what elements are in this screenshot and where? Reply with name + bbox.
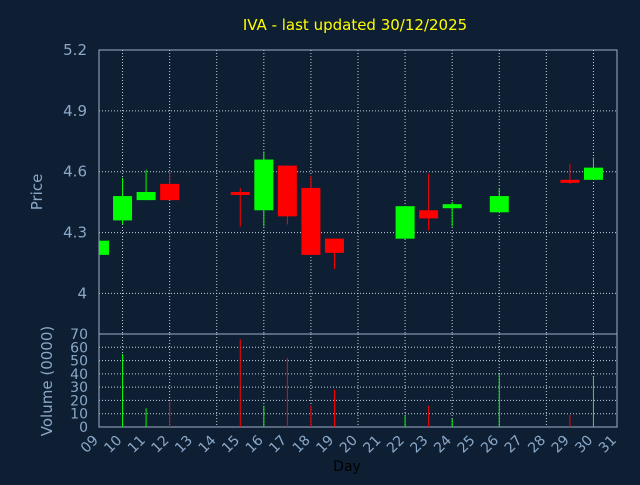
- candle: [560, 163, 580, 184]
- volume-tick-label: 30: [70, 380, 88, 396]
- price-tick-label: 4.3: [63, 224, 87, 242]
- day-tick-label: 30: [572, 433, 596, 457]
- candle-body: [254, 159, 274, 211]
- candle-body: [442, 204, 462, 209]
- day-axis-label: Day: [333, 459, 361, 475]
- candle: [99, 240, 109, 255]
- day-tick-label: 20: [337, 433, 361, 457]
- volume-tick-label: 40: [70, 367, 88, 383]
- day-tick-label: 29: [549, 433, 573, 457]
- day-tick-label: 13: [172, 433, 196, 457]
- day-tick-label: 16: [243, 432, 267, 456]
- day-tick-label: 14: [196, 432, 220, 456]
- price-axis-label: Price: [28, 174, 46, 211]
- candle-body: [113, 196, 133, 221]
- day-tick-label: 11: [125, 433, 149, 457]
- candle: [230, 187, 250, 227]
- day-tick-label: 27: [502, 433, 526, 457]
- candle-body: [99, 240, 108, 255]
- day-tick-label: 26: [478, 432, 502, 456]
- day-tick-label: 17: [266, 433, 290, 457]
- volume-series: [122, 339, 594, 427]
- volume-tick-label: 0: [79, 420, 88, 436]
- price-tick-label: 5.2: [63, 41, 87, 59]
- day-axis-ticks: 09 10 11 12 13 14 15 16 17 18 19 20 21 22 23 24 25 26 27 28…: [78, 432, 620, 456]
- candle: [395, 206, 415, 239]
- day-tick-label: 22: [384, 433, 408, 457]
- candle: [324, 238, 344, 270]
- candle-body: [136, 192, 156, 201]
- price-tick-label: 4.9: [63, 102, 87, 120]
- candle-body: [324, 238, 344, 253]
- day-tick-label: 24: [431, 432, 455, 456]
- candle: [301, 175, 321, 255]
- candle: [583, 157, 603, 180]
- price-axis-ticks: 4 4.3 4.6 4.9 5.2: [63, 41, 87, 302]
- candle: [160, 171, 180, 201]
- volume-tick-label: 70: [70, 327, 88, 343]
- day-tick-label: 31: [596, 433, 620, 457]
- day-tick-label: 10: [101, 433, 125, 457]
- day-tick-label: 18: [290, 433, 314, 457]
- volume-tick-label: 10: [70, 407, 88, 423]
- day-tick-label: 21: [360, 433, 384, 457]
- volume-tick-label: 20: [70, 393, 88, 409]
- volume-axis-label: Volume (0000): [38, 326, 56, 436]
- candle-body: [277, 165, 297, 217]
- price-tick-label: 4.6: [63, 163, 87, 181]
- candle: [254, 151, 274, 227]
- candle: [489, 187, 509, 213]
- candle-body: [489, 196, 509, 213]
- price-tick-label: 4: [77, 284, 87, 302]
- candle-body: [160, 183, 180, 201]
- candle: [136, 169, 156, 201]
- candle-body: [583, 167, 603, 180]
- candle: [113, 177, 133, 225]
- day-tick-label: 23: [408, 433, 432, 457]
- volume-plot-frame: [98, 333, 618, 428]
- candle-body: [395, 206, 415, 239]
- candle: [442, 202, 462, 227]
- day-tick-label: 12: [149, 433, 173, 457]
- candle: [419, 173, 439, 231]
- chart-title: IVA - last updated 30/12/2025: [243, 16, 467, 34]
- day-tick-label: 19: [313, 433, 337, 457]
- candle: [277, 165, 297, 225]
- volume-tick-label: 60: [70, 340, 88, 356]
- day-tick-label: 09: [78, 433, 102, 457]
- day-tick-label: 28: [525, 433, 549, 457]
- candle-body: [230, 192, 250, 195]
- candle-body: [419, 210, 439, 219]
- day-tick-label: 25: [455, 433, 479, 457]
- candlestick-series: [99, 151, 603, 270]
- volume-grid: [99, 333, 617, 428]
- volume-tick-label: 50: [70, 354, 88, 370]
- candle-body: [560, 179, 580, 183]
- day-tick-label: 15: [219, 433, 243, 457]
- candle-body: [301, 187, 321, 255]
